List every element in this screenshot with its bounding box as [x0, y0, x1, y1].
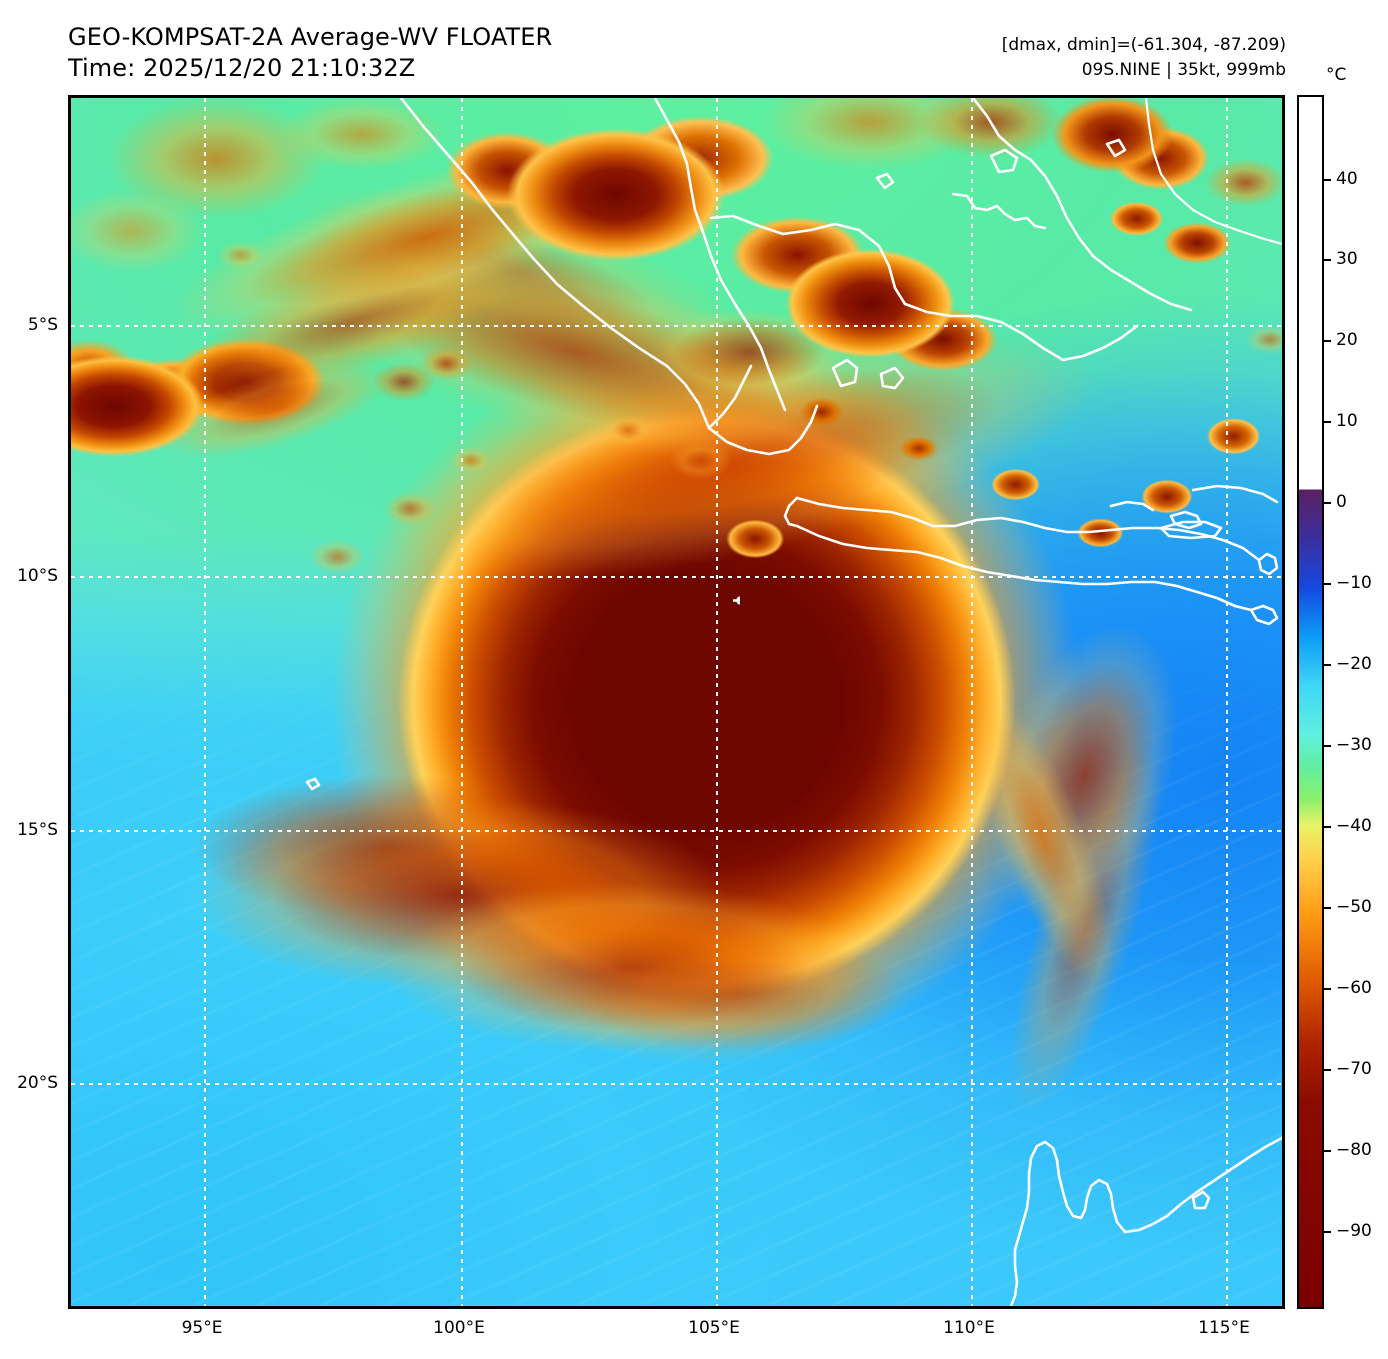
colorbar-unit-label: °C: [1326, 65, 1347, 85]
cbtick-0: 0: [1336, 492, 1347, 512]
cbtick-m20: −20: [1336, 654, 1372, 674]
ytick-10s-label: 10°S: [17, 566, 58, 586]
cbtick-m90: −90: [1336, 1221, 1372, 1241]
page-title: GEO-KOMPSAT-2A Average-WV FLOATER Time: …: [68, 22, 552, 84]
ytick-20s-label: 20°S: [17, 1073, 58, 1093]
cbtick-mark-m10: [1324, 583, 1331, 585]
cbtick-m70: −70: [1336, 1059, 1372, 1079]
gridline-95e: [204, 98, 206, 1306]
xtick-115e: 115°E: [1198, 1318, 1250, 1338]
cbtick-mark-20: [1324, 340, 1331, 342]
header: GEO-KOMPSAT-2A Average-WV FLOATER Time: …: [0, 0, 1388, 95]
coastline-overlay: [305, 98, 1282, 1306]
cbtick-mark-30: [1324, 259, 1331, 261]
cbtick-mark-m80: [1324, 1150, 1331, 1152]
ytick-5s: 5°S: [28, 315, 88, 335]
metadata-block: [dmax, dmin]=(-61.304, -87.209) 09S.NINE…: [1002, 33, 1286, 83]
colorbar[interactable]: [1297, 95, 1324, 1309]
cbtick-mark-m20: [1324, 664, 1331, 666]
dmax-dmin-readout: [dmax, dmin]=(-61.304, -87.209): [1001, 35, 1286, 55]
product-title: GEO-KOMPSAT-2A Average-WV FLOATER: [68, 23, 553, 51]
cbtick-m50: −50: [1336, 897, 1372, 917]
cbtick-mark-0: [1324, 502, 1331, 504]
water-vapour-field: [71, 98, 1282, 1306]
cbtick-20: 20: [1336, 330, 1358, 350]
gridline-110e: [971, 98, 973, 1306]
xtick-105e: 105°E: [688, 1318, 740, 1338]
gridline-10s: [71, 576, 1282, 578]
gridline-5s: [71, 325, 1282, 327]
cbtick-10: 10: [1336, 411, 1358, 431]
cbtick-mark-m60: [1324, 988, 1331, 990]
gridline-105e: [716, 98, 718, 1306]
storm-info-readout: 09S.NINE | 35kt, 999mb: [1081, 60, 1286, 80]
cbtick-40: 40: [1336, 169, 1358, 189]
cbtick-mark-m50: [1324, 907, 1331, 909]
colorbar-gradient: [1299, 97, 1322, 1307]
cbtick-mark-40: [1324, 179, 1331, 181]
gridline-15s: [71, 830, 1282, 832]
banda-sea-cells: [71, 98, 1282, 1306]
xtick-100e: 100°E: [433, 1318, 485, 1338]
cbtick-30: 30: [1336, 249, 1358, 269]
xtick-110e: 110°E: [943, 1318, 995, 1338]
gridline-20s: [71, 1083, 1282, 1085]
satellite-image-plot[interactable]: Copyright © 2020-2025 Dapiya: [68, 95, 1285, 1309]
cbtick-mark-m70: [1324, 1069, 1331, 1071]
cbtick-mark-m30: [1324, 745, 1331, 747]
observation-time: Time: 2025/12/20 21:10:32Z: [68, 54, 416, 82]
cbtick-m60: −60: [1336, 978, 1372, 998]
gridline-115e: [1226, 98, 1228, 1306]
cbtick-m10: −10: [1336, 573, 1372, 593]
storm-center-marker: [733, 596, 740, 605]
cbtick-m80: −80: [1336, 1140, 1372, 1160]
gridline-100e: [461, 98, 463, 1306]
cbtick-m30: −30: [1336, 735, 1372, 755]
ytick-15s: 15°S: [17, 820, 99, 840]
cbtick-mark-m90: [1324, 1231, 1331, 1233]
cbtick-mark-m40: [1324, 826, 1331, 828]
cbtick-m40: −40: [1336, 816, 1372, 836]
cbtick-mark-10: [1324, 421, 1331, 423]
ytick-20s: 20°S: [17, 1073, 99, 1093]
ytick-15s-label: 15°S: [17, 820, 58, 840]
ytick-5s-label: 5°S: [27, 315, 58, 335]
xtick-95e: 95°E: [181, 1318, 223, 1338]
ytick-10s: 10°S: [17, 566, 99, 586]
